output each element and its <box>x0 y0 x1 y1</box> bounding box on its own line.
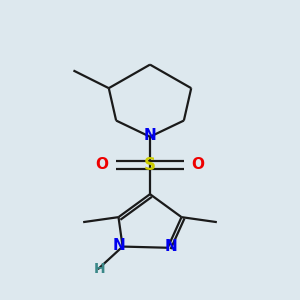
Text: N: N <box>144 128 156 143</box>
Text: N: N <box>165 239 178 254</box>
Text: S: S <box>144 156 156 174</box>
Text: H: H <box>94 262 105 276</box>
Text: O: O <box>191 157 205 172</box>
Text: O: O <box>95 157 109 172</box>
Text: N: N <box>113 238 125 253</box>
